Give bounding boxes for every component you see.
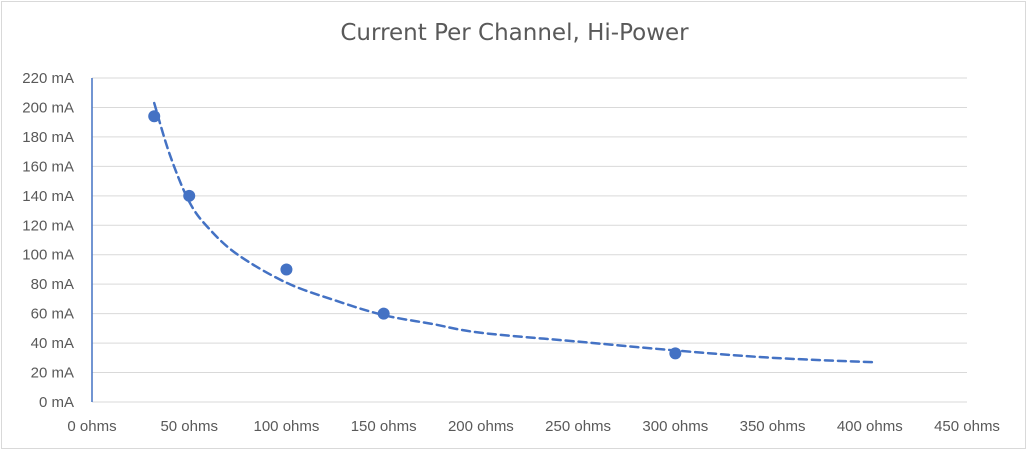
y-tick-label: 120 mA bbox=[22, 217, 74, 234]
y-tick-label: 100 mA bbox=[22, 247, 74, 264]
x-tick-label: 200 ohms bbox=[448, 418, 514, 435]
y-tick-label: 60 mA bbox=[31, 306, 74, 323]
data-point bbox=[183, 189, 196, 202]
data-point bbox=[377, 307, 390, 320]
y-tick-label: 40 mA bbox=[31, 335, 74, 352]
x-tick-label: 300 ohms bbox=[642, 418, 708, 435]
x-tick-label: 100 ohms bbox=[254, 418, 320, 435]
x-axis-tick-labels: 0 ohms 50 ohms 100 ohms 150 ohms 200 ohms 250… bbox=[67, 418, 1000, 435]
x-tick-label: 0 ohms bbox=[67, 418, 116, 435]
y-axis-tick-labels: 0 mA 20 mA 40 mA 60 mA 80 mA 100 mA 120 mA 140 … bbox=[22, 70, 74, 411]
data-points bbox=[148, 110, 682, 360]
y-tick-label: 160 mA bbox=[22, 158, 74, 175]
y-tick-label: 0 mA bbox=[39, 394, 74, 411]
x-tick-label: 150 ohms bbox=[351, 418, 417, 435]
x-tick-label: 250 ohms bbox=[545, 418, 611, 435]
data-point bbox=[148, 110, 161, 123]
y-tick-label: 200 mA bbox=[22, 99, 74, 116]
y-tick-label: 140 mA bbox=[22, 188, 74, 205]
x-tick-label: 350 ohms bbox=[740, 418, 806, 435]
x-tick-label: 450 ohms bbox=[934, 418, 1000, 435]
gridlines bbox=[92, 77, 967, 374]
y-tick-label: 220 mA bbox=[22, 70, 74, 87]
chart-title: Current Per Channel, Hi-Power bbox=[340, 20, 689, 46]
data-point bbox=[280, 263, 293, 276]
trendline-path bbox=[152, 101, 875, 364]
axes bbox=[91, 78, 967, 403]
x-tick-label: 50 ohms bbox=[160, 418, 218, 435]
y-tick-label: 20 mA bbox=[31, 365, 74, 382]
trendline bbox=[152, 101, 875, 364]
x-tick-label: 400 ohms bbox=[837, 418, 903, 435]
data-point bbox=[669, 347, 682, 360]
y-tick-label: 180 mA bbox=[22, 129, 74, 146]
y-tick-label: 80 mA bbox=[31, 276, 74, 293]
